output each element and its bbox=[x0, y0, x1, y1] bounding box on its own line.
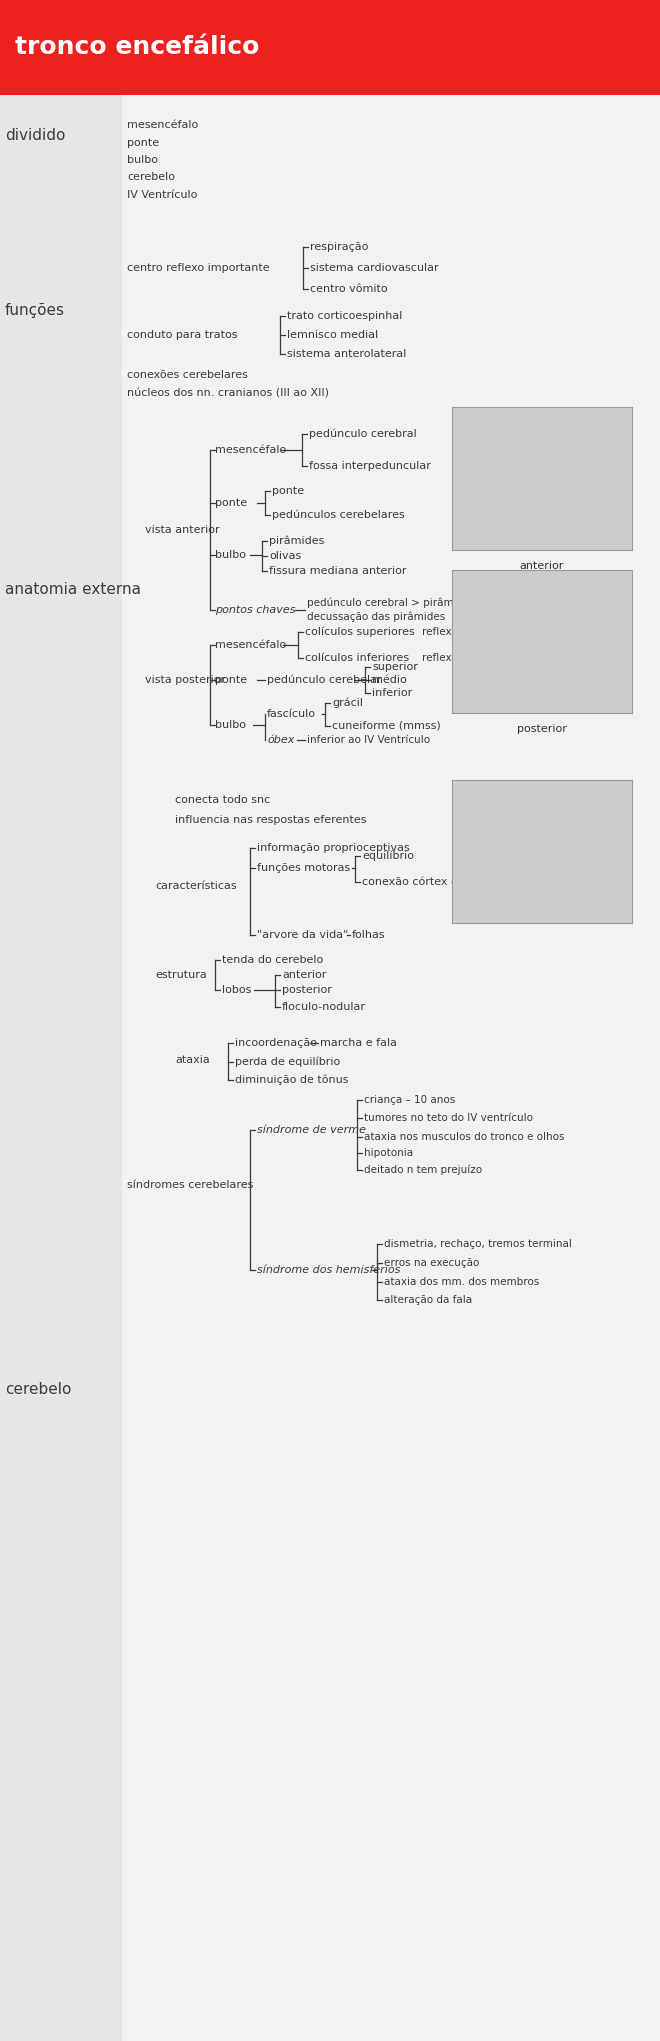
Text: pirâmides: pirâmides bbox=[269, 535, 324, 547]
Text: núcleos dos nn. cranianos (III ao XII): núcleos dos nn. cranianos (III ao XII) bbox=[127, 388, 329, 398]
Text: informação proprioceptivas: informação proprioceptivas bbox=[257, 843, 410, 853]
Text: ataxia dos mm. dos membros: ataxia dos mm. dos membros bbox=[384, 1278, 539, 1288]
Text: síndrome dos hemisférios: síndrome dos hemisférios bbox=[257, 1265, 401, 1276]
Text: fissura mediana anterior: fissura mediana anterior bbox=[269, 565, 407, 576]
Text: vista anterior: vista anterior bbox=[145, 525, 220, 535]
Text: inferior: inferior bbox=[372, 688, 412, 698]
Text: inferior ao IV Ventrículo: inferior ao IV Ventrículo bbox=[307, 735, 430, 745]
Text: pedúnculo cerebral: pedúnculo cerebral bbox=[309, 429, 416, 439]
Text: síndromes cerebelares: síndromes cerebelares bbox=[127, 1180, 253, 1190]
Text: posterior: posterior bbox=[282, 986, 332, 996]
Text: mesencéfalo: mesencéfalo bbox=[127, 120, 198, 131]
Text: funções motoras: funções motoras bbox=[257, 863, 350, 874]
Text: perda de equilíbrio: perda de equilíbrio bbox=[235, 1057, 341, 1067]
Text: colículos superiores: colículos superiores bbox=[305, 627, 414, 637]
Text: sistema cardiovascular: sistema cardiovascular bbox=[310, 263, 439, 273]
Text: anterior: anterior bbox=[282, 969, 327, 980]
Text: trato corticoespinhal: trato corticoespinhal bbox=[287, 310, 403, 320]
Text: síndrome de verme: síndrome de verme bbox=[257, 1125, 366, 1135]
Text: conexão córtex cerebral: conexão córtex cerebral bbox=[362, 878, 497, 888]
Text: pedúnculos cerebelares: pedúnculos cerebelares bbox=[272, 510, 405, 520]
Text: mesencéfalo: mesencéfalo bbox=[215, 445, 286, 455]
Text: floculo-nodular: floculo-nodular bbox=[282, 1002, 366, 1012]
Text: centro vômito: centro vômito bbox=[310, 284, 387, 294]
Text: anterior: anterior bbox=[520, 561, 564, 571]
Text: ataxia nos musculos do tronco e olhos: ataxia nos musculos do tronco e olhos bbox=[364, 1133, 564, 1143]
Text: mesencéfalo: mesencéfalo bbox=[215, 641, 286, 649]
Text: centro reflexo importante: centro reflexo importante bbox=[127, 263, 270, 273]
Text: óbex: óbex bbox=[267, 735, 294, 745]
Text: IV Ventrículo: IV Ventrículo bbox=[127, 190, 197, 200]
Text: reflexos visuais: reflexos visuais bbox=[422, 627, 502, 637]
Text: tronco encefálico: tronco encefálico bbox=[15, 35, 259, 59]
Text: erros na execução: erros na execução bbox=[384, 1257, 479, 1267]
Text: ponte: ponte bbox=[127, 139, 159, 149]
Text: lemnisco medial: lemnisco medial bbox=[287, 331, 378, 341]
Text: hipotonia: hipotonia bbox=[364, 1147, 413, 1157]
Text: posterior: posterior bbox=[517, 725, 567, 735]
Text: bulbo: bulbo bbox=[215, 720, 246, 731]
Text: criança – 10 anos: criança – 10 anos bbox=[364, 1096, 455, 1104]
Text: ponte: ponte bbox=[215, 498, 247, 508]
Text: dismetria, rechaço, tremos terminal: dismetria, rechaço, tremos terminal bbox=[384, 1239, 572, 1249]
Text: dividido: dividido bbox=[5, 127, 65, 143]
Text: equilíbrio: equilíbrio bbox=[362, 851, 414, 861]
Text: pontos chaves: pontos chaves bbox=[215, 604, 296, 614]
Text: "arvore da vida": "arvore da vida" bbox=[257, 931, 348, 941]
Text: bulbo: bulbo bbox=[127, 155, 158, 165]
Text: deitado n tem prejuízo: deitado n tem prejuízo bbox=[364, 1165, 482, 1176]
Text: características: características bbox=[155, 882, 237, 892]
Text: fossa interpeduncular: fossa interpeduncular bbox=[309, 461, 431, 471]
Text: colículos inferiores: colículos inferiores bbox=[305, 653, 409, 663]
Text: cerebelo: cerebelo bbox=[5, 1382, 71, 1398]
Text: folhas: folhas bbox=[352, 931, 385, 941]
Text: cerebelo: cerebelo bbox=[127, 171, 175, 182]
Text: bulbo: bulbo bbox=[215, 549, 246, 559]
Text: anatomia externa: anatomia externa bbox=[5, 582, 141, 598]
Text: médio: médio bbox=[372, 676, 407, 686]
Text: fascículo: fascículo bbox=[267, 708, 316, 718]
Text: funções: funções bbox=[5, 302, 65, 318]
Text: conecta todo snc: conecta todo snc bbox=[175, 796, 270, 804]
Text: lobos: lobos bbox=[222, 986, 251, 996]
Text: conduto para tratos: conduto para tratos bbox=[127, 331, 238, 341]
Bar bbox=[0, 0, 122, 2041]
Text: pedúnculo cerebral > pirâmide >: pedúnculo cerebral > pirâmide > bbox=[307, 598, 482, 608]
Text: diminuição de tônus: diminuição de tônus bbox=[235, 1076, 348, 1086]
Text: cuneiforme (mmss): cuneiforme (mmss) bbox=[332, 720, 441, 731]
Text: ponte: ponte bbox=[272, 486, 304, 496]
Text: respiração: respiração bbox=[310, 243, 368, 251]
Text: superior: superior bbox=[372, 661, 418, 671]
Text: pedúnculo cerebelar: pedúnculo cerebelar bbox=[267, 676, 381, 686]
Text: vista posterior: vista posterior bbox=[145, 676, 225, 686]
Text: incoordenação: incoordenação bbox=[235, 1039, 317, 1047]
Text: estrutura: estrutura bbox=[155, 969, 207, 980]
Text: olivas: olivas bbox=[269, 551, 301, 561]
Text: reflexos auditivos: reflexos auditivos bbox=[422, 653, 514, 663]
Text: tenda do cerebelo: tenda do cerebelo bbox=[222, 955, 323, 965]
Text: conexões cerebelares: conexões cerebelares bbox=[127, 369, 248, 380]
Text: influencia nas respostas eferentes: influencia nas respostas eferentes bbox=[175, 814, 366, 825]
Bar bbox=[0, 0, 660, 96]
Text: tumores no teto do IV ventrículo: tumores no teto do IV ventrículo bbox=[364, 1112, 533, 1123]
Text: alteração da fala: alteração da fala bbox=[384, 1294, 472, 1304]
Text: sistema anterolateral: sistema anterolateral bbox=[287, 349, 407, 359]
Text: grácil: grácil bbox=[332, 698, 363, 708]
Text: marcha e fala: marcha e fala bbox=[320, 1039, 397, 1047]
Text: decussação das pirâmides: decussação das pirâmides bbox=[307, 612, 446, 623]
Text: ponte: ponte bbox=[215, 676, 247, 686]
Text: ataxia: ataxia bbox=[175, 1055, 210, 1065]
